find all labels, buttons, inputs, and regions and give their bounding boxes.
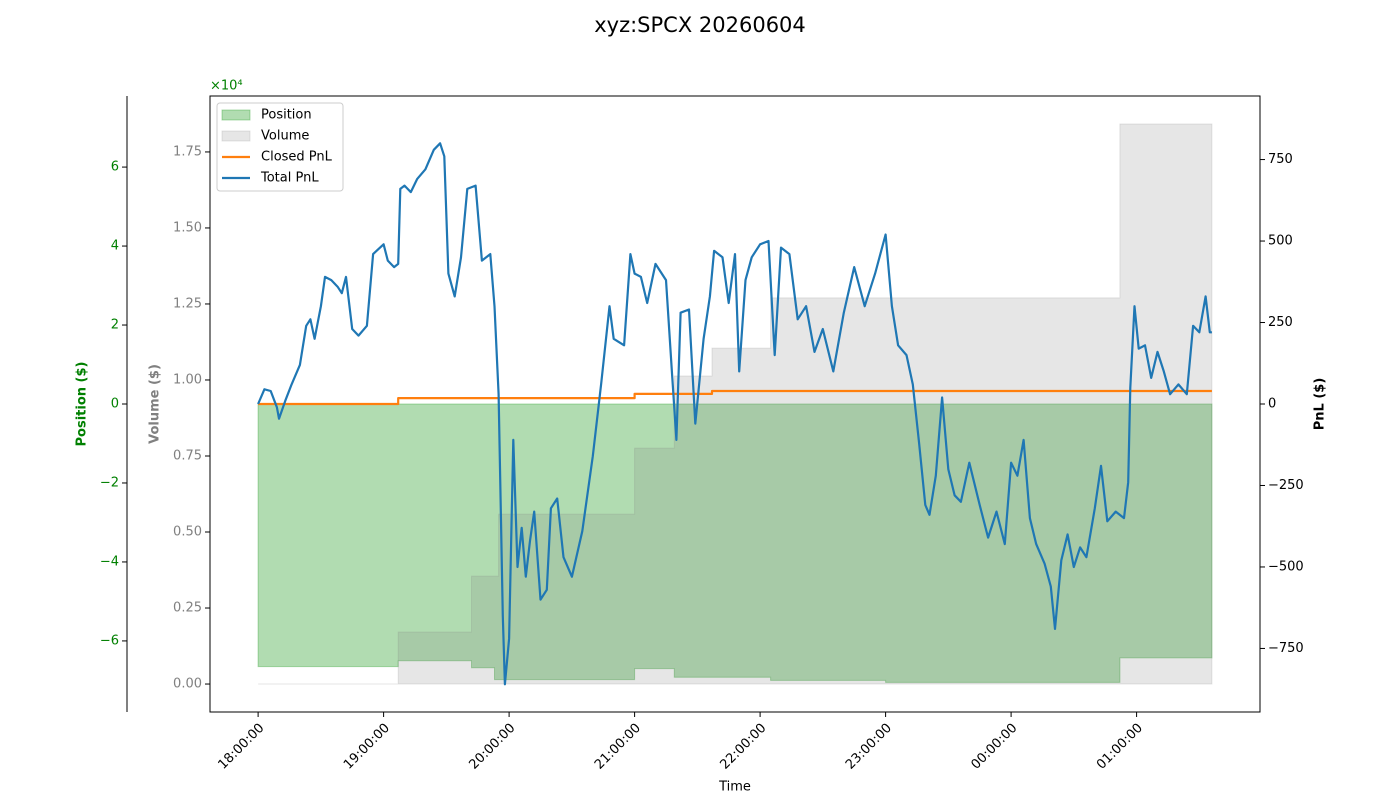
pnl-axis-label: PnL ($) <box>1313 378 1328 431</box>
y2ticks-label: 750 <box>1268 152 1293 167</box>
legend-label: Total PnL <box>260 171 319 186</box>
volume-axis-label: Volume ($) <box>148 364 163 444</box>
chart-title: xyz:SPCX 20260604 <box>594 13 806 37</box>
volume_ticks-label: 1.50 <box>173 220 202 235</box>
area-series <box>257 403 1213 683</box>
volume_ticks-label: 0.75 <box>173 448 202 463</box>
yticks-label: 4 <box>111 239 119 254</box>
volume_ticks-label: 0.50 <box>173 525 202 540</box>
legend-label: Volume <box>261 129 309 144</box>
x-tick-label: 21:00:00 <box>592 721 644 773</box>
legend-swatch <box>221 130 251 142</box>
y2ticks-label: 250 <box>1268 315 1293 330</box>
yticks-label: 6 <box>111 160 119 175</box>
position-offset-label: ×10⁴ <box>210 79 243 94</box>
yticks-label: 2 <box>111 318 119 333</box>
position-axis-label: Position ($) <box>75 362 90 447</box>
x-tick-label: 20:00:00 <box>467 721 519 773</box>
y2ticks-label: 500 <box>1268 234 1293 249</box>
yticks-label: 0 <box>111 397 119 412</box>
yticks-label: −4 <box>100 554 119 569</box>
x-tick-label: 18:00:00 <box>216 721 268 773</box>
x-tick-label: 23:00:00 <box>843 721 895 773</box>
volume_ticks-label: 0.25 <box>173 601 202 616</box>
legend-swatch <box>221 109 251 121</box>
y2ticks-label: −750 <box>1268 641 1304 656</box>
y2ticks-label: 0 <box>1268 397 1276 412</box>
legend-label: Closed PnL <box>261 150 333 165</box>
line-series <box>258 389 1212 406</box>
plot-area <box>257 123 1213 686</box>
yticks-label: −2 <box>100 475 119 490</box>
x-tick-label: 01:00:00 <box>1094 721 1146 773</box>
x-tick-label: 00:00:00 <box>969 721 1021 773</box>
volume_ticks-label: 0.00 <box>173 677 202 692</box>
legend-box <box>216 102 344 192</box>
x-tick-label: 19:00:00 <box>341 721 393 773</box>
legend: Position Volume Closed PnL Total PnL <box>216 102 344 192</box>
y2ticks-label: −500 <box>1268 559 1304 574</box>
line-series <box>257 142 1212 686</box>
yticks-label: −6 <box>100 633 119 648</box>
x-tick-label: 22:00:00 <box>718 721 770 773</box>
legend-label: Position <box>261 108 312 123</box>
volume_ticks-label: 1.00 <box>173 372 202 387</box>
volume_ticks-label: 1.75 <box>173 144 202 159</box>
y2ticks-label: −250 <box>1268 478 1304 493</box>
x-axis-label: Time <box>718 780 751 795</box>
volume_ticks-label: 1.25 <box>173 296 202 311</box>
